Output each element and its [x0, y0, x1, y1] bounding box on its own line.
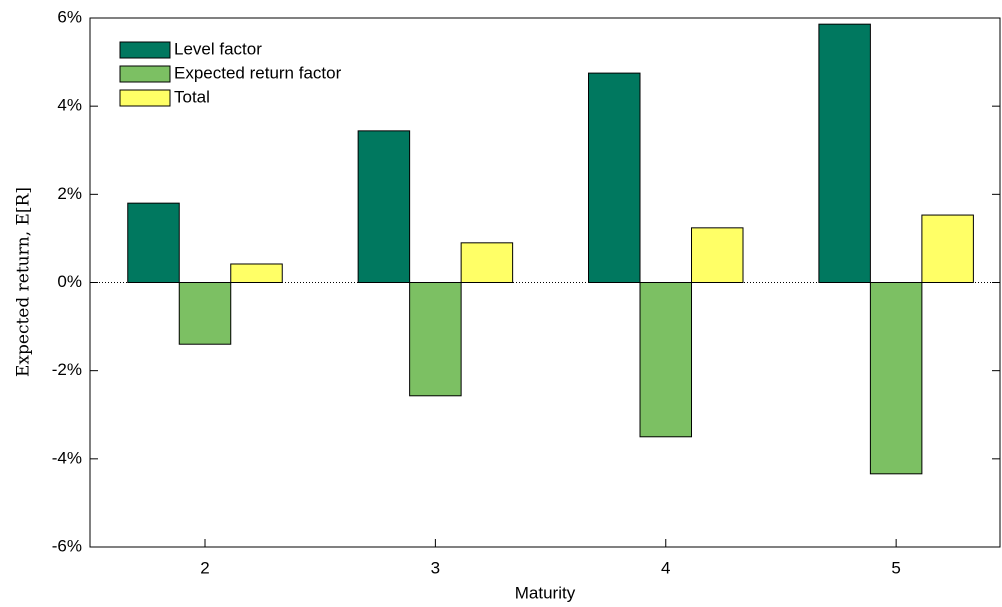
bar — [460, 242, 514, 283]
bar — [230, 263, 283, 283]
bar — [639, 282, 693, 438]
legend-label: Total — [174, 87, 210, 106]
bar — [588, 72, 641, 283]
x-axis-label: Maturity — [515, 583, 576, 602]
bar — [127, 202, 180, 283]
y-axis-label: Expected return, E[R] — [14, 187, 34, 377]
bar — [357, 130, 411, 283]
y-tick-label: -2% — [52, 360, 82, 379]
bar — [178, 282, 232, 345]
y-tick-label: 2% — [57, 184, 82, 203]
plot-frame — [89, 17, 1001, 548]
x-tick-label: 5 — [891, 558, 900, 577]
x-tick-label: 4 — [661, 558, 670, 577]
x-tick-label: 3 — [431, 558, 440, 577]
bar — [921, 214, 974, 284]
bar — [691, 227, 744, 284]
legend-swatch — [119, 65, 171, 83]
bar — [409, 282, 462, 397]
y-tick-label: 0% — [57, 272, 82, 291]
bar — [818, 23, 871, 284]
y-tick-label: 6% — [57, 7, 82, 26]
x-tick-label: 2 — [200, 558, 209, 577]
legend-label: Expected return factor — [174, 63, 342, 82]
y-tick-label: -6% — [52, 536, 82, 555]
legend-swatch — [119, 89, 171, 107]
legend-swatch — [119, 41, 171, 59]
legend-label: Level factor — [174, 39, 262, 58]
y-tick-label: 4% — [57, 96, 82, 115]
y-tick-label: -4% — [52, 448, 82, 467]
bar — [869, 282, 923, 475]
